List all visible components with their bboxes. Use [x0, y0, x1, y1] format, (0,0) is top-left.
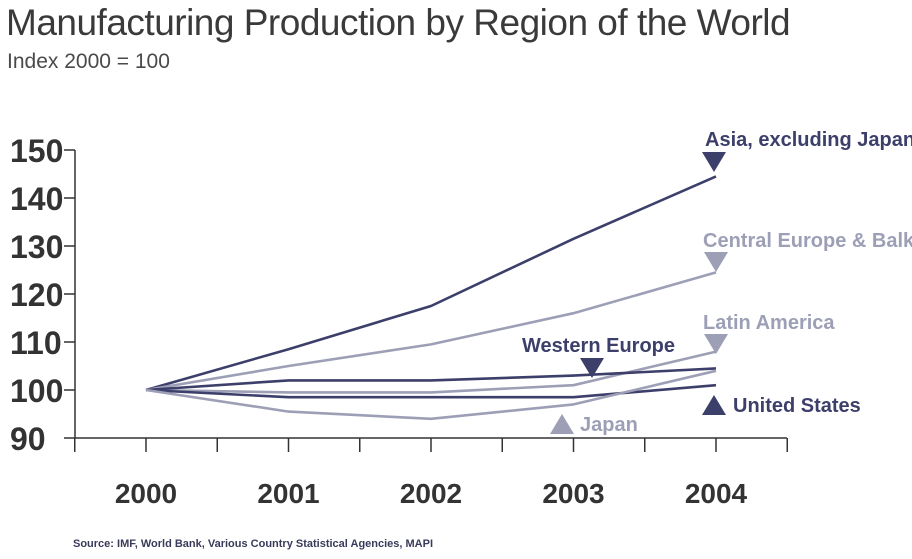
- y-tick-label-100: 100: [10, 373, 63, 409]
- y-tick-label-90: 90: [10, 421, 46, 457]
- y-tick-label-130: 130: [10, 229, 63, 265]
- series-line-3: [145, 367, 717, 392]
- series-label-2: Latin America: [703, 312, 835, 334]
- series-line-0: [145, 175, 717, 392]
- chart-title: Manufacturing Production by Region of th…: [6, 2, 791, 43]
- series-marker-3: [580, 358, 604, 378]
- chart-series-lines: [145, 175, 717, 421]
- series-label-4: United States: [733, 395, 861, 417]
- chart-axes: 90 100 110 120 130 140 150 2000 2001 2002 2003 2004: [10, 133, 788, 509]
- y-tick-label-110: 110: [10, 325, 62, 361]
- series-marker-5: [550, 414, 574, 434]
- series-label-0: Asia, excluding Japan: [705, 129, 912, 151]
- series-line-1: [145, 271, 717, 392]
- x-tick-label-2003: 2003: [542, 478, 604, 509]
- y-tick-label-140: 140: [10, 181, 63, 217]
- series-line-5: [145, 369, 717, 421]
- series-label-3: Western Europe: [522, 335, 675, 357]
- y-tick-label-150: 150: [10, 133, 63, 169]
- x-tick-label-2002: 2002: [400, 478, 462, 509]
- series-label-1: Central Europe & Balkans: [703, 230, 912, 252]
- x-tick-label-2000: 2000: [115, 478, 177, 509]
- y-tick-label-120: 120: [10, 277, 63, 313]
- series-marker-2: [704, 334, 728, 354]
- series-marker-1: [704, 252, 728, 272]
- chart-subtitle: Index 2000 = 100: [7, 50, 170, 73]
- chart-series-markers: Asia, excluding Japan Central Europe & Ba…: [522, 129, 912, 436]
- series-label-5: Japan: [580, 414, 638, 436]
- series-marker-0: [702, 152, 726, 172]
- source-note: Source: IMF, World Bank, Various Country…: [73, 538, 434, 550]
- x-tick-label-2001: 2001: [257, 478, 319, 509]
- series-marker-4: [702, 395, 726, 415]
- x-tick-label-2004: 2004: [685, 478, 748, 509]
